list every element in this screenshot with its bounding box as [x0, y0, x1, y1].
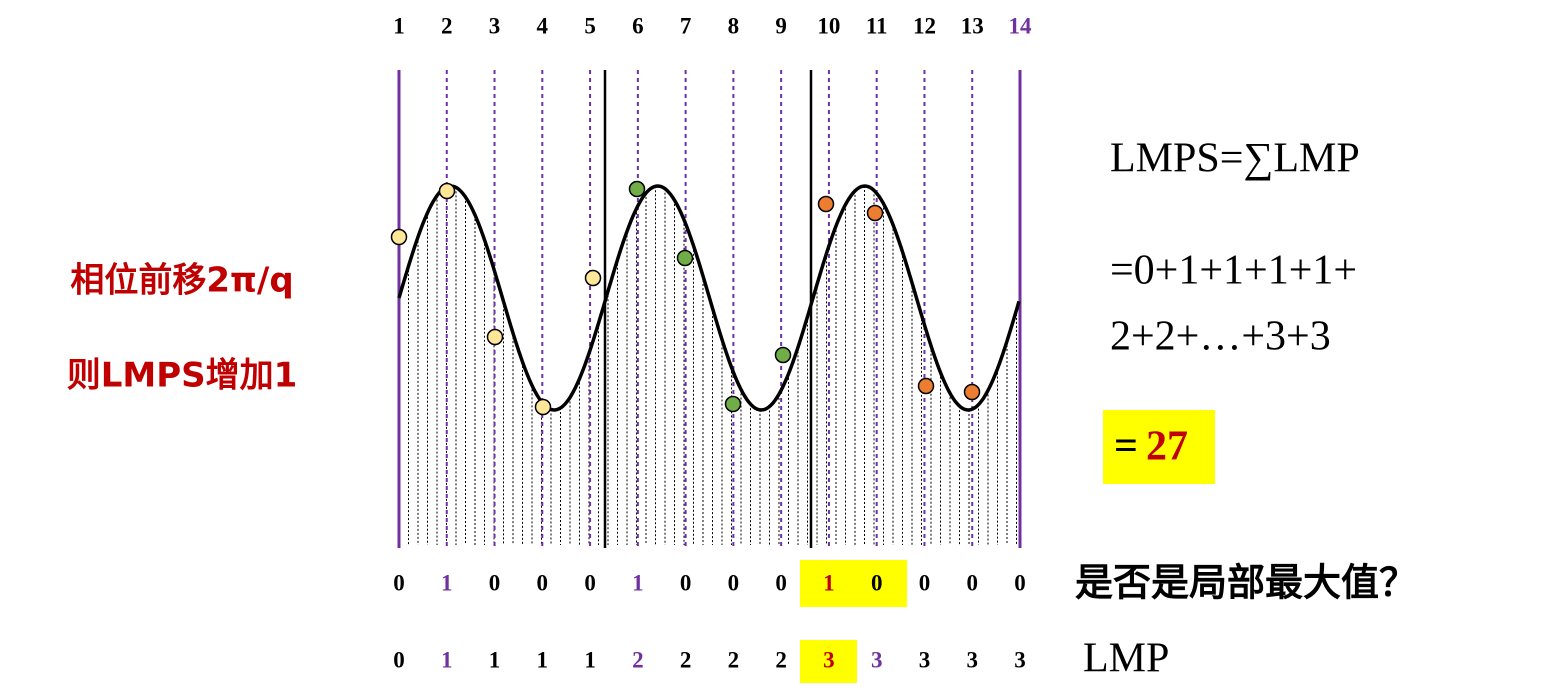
row-label: LMP: [1083, 636, 1169, 682]
sample-dot: [628, 180, 646, 198]
local-max-flag: 0: [871, 570, 883, 595]
column-label: 4: [537, 13, 549, 38]
highlight: [1103, 410, 1215, 484]
column-label: 11: [866, 13, 888, 38]
result-sign: =: [1114, 424, 1138, 470]
sample-dot: [774, 346, 792, 364]
local-max-flag: 0: [393, 570, 405, 595]
sample-dot: [390, 228, 408, 246]
column-label: 2: [441, 13, 453, 38]
highlight: [800, 640, 857, 683]
sample-dot: [676, 249, 694, 267]
local-max-flag: 0: [966, 570, 978, 595]
column-label: 7: [680, 13, 692, 38]
note: 相位前移2π/q: [70, 261, 293, 301]
column-label: 1: [393, 13, 405, 38]
column-label: 13: [961, 13, 984, 38]
local-max-flag: 0: [728, 570, 740, 595]
lmp-value: 1: [584, 647, 596, 672]
sample-dot: [534, 398, 552, 416]
local-max-flag: 0: [584, 570, 596, 595]
local-max-flag: 1: [823, 570, 835, 595]
local-max-flag: 0: [537, 570, 549, 595]
lmp-value: 0: [393, 647, 405, 672]
sample-dot: [817, 195, 835, 213]
note: 则LMPS增加1: [67, 356, 298, 396]
sample-dot: [917, 377, 935, 395]
column-label: 9: [775, 13, 787, 38]
local-max-flag: 0: [775, 570, 787, 595]
lmp-value: 3: [919, 647, 931, 672]
lmp-value: 2: [632, 647, 644, 672]
column-label: 14: [1009, 13, 1033, 38]
lmp-value: 2: [728, 647, 740, 672]
lmp-value: 2: [775, 647, 787, 672]
sample-dot: [724, 395, 742, 413]
sample-dot: [963, 383, 981, 401]
formula: =0+1+1+1+1+: [1110, 248, 1357, 294]
sample-dot: [584, 269, 602, 287]
lmp-value: 3: [966, 647, 978, 672]
local-max-flag: 1: [441, 570, 453, 595]
local-max-flag: 0: [680, 570, 692, 595]
column-label: 12: [913, 13, 936, 38]
curve: [397, 184, 1021, 412]
lmp-value: 3: [823, 647, 835, 672]
lmp-value: 3: [1014, 647, 1026, 672]
lmp-value: 1: [489, 647, 501, 672]
local-max-flag: 0: [919, 570, 931, 595]
column-label: 8: [728, 13, 740, 38]
sample-dot: [866, 204, 884, 222]
plot: [390, 70, 1022, 548]
lmp-value: 2: [680, 647, 692, 672]
column-label: 10: [817, 13, 840, 38]
column-label: 3: [489, 13, 501, 38]
lmp-value: 3: [871, 647, 883, 672]
result: 27: [1146, 424, 1188, 470]
local-max-flag: 0: [489, 570, 501, 595]
sample-dot: [486, 328, 504, 346]
formula: LMPS=∑LMP: [1110, 136, 1360, 182]
lmp-value: 1: [537, 647, 549, 672]
highlight: [800, 560, 907, 607]
local-max-flag: 1: [632, 570, 644, 595]
formula: 2+2+…+3+3: [1110, 314, 1331, 360]
lmp-value: 1: [441, 647, 453, 672]
row-label: 是否是局部最大值？: [1075, 561, 1417, 605]
column-label: 6: [632, 13, 644, 38]
sample-dot: [438, 182, 456, 200]
column-label: 5: [584, 13, 596, 38]
local-max-flag: 0: [1014, 570, 1026, 595]
